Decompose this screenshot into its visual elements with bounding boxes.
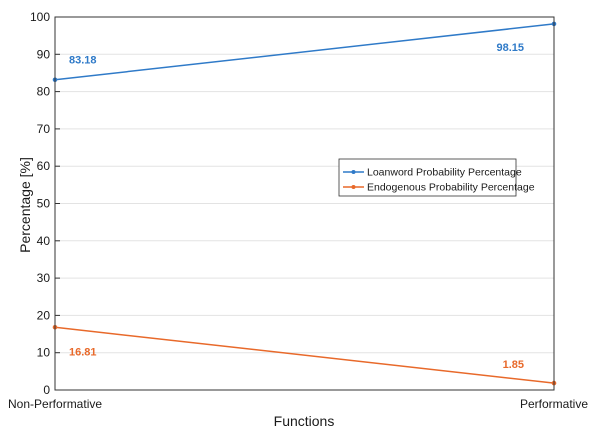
y-tick-label: 70 — [37, 122, 51, 136]
y-tick-label: 60 — [37, 159, 51, 173]
data-label: 83.18 — [69, 55, 97, 67]
legend-label: Endogenous Probability Percentage — [367, 182, 535, 194]
data-label: 1.85 — [503, 359, 524, 371]
y-tick-label: 30 — [37, 271, 51, 285]
y-tick-label: 20 — [37, 308, 51, 322]
data-label: 98.15 — [496, 42, 524, 54]
series-line-1 — [54, 326, 555, 384]
y-tick-label: 80 — [37, 85, 51, 99]
plot-frame — [54, 16, 555, 391]
data-labels: 83.18 98.15 16.81 1.85 — [69, 42, 524, 371]
y-tick-label: 100 — [30, 10, 50, 24]
x-tick-label: Non-Performative — [8, 397, 102, 411]
y-tick-label: 0 — [43, 383, 50, 397]
y-tick-label: 10 — [37, 346, 51, 360]
legend-marker-0 — [351, 170, 356, 174]
y-tick-label: 90 — [37, 47, 51, 61]
x-axis-ticks: Non-Performative Performative — [8, 385, 588, 411]
x-tick-label: Performative — [520, 397, 588, 411]
y-tick-label: 40 — [37, 234, 51, 248]
x-axis-title: Functions — [274, 413, 335, 429]
series-lines — [52, 21, 557, 386]
y-axis-title: Percentage [%] — [17, 157, 33, 253]
y-axis-ticks: 0 10 20 30 40 50 60 70 80 90 100 — [30, 10, 60, 397]
data-label: 16.81 — [69, 346, 97, 358]
legend: Loanword Probability Percentage Endogenou… — [338, 158, 535, 197]
y-tick-label: 50 — [37, 197, 51, 211]
legend-box — [338, 158, 517, 197]
legend-label: Loanword Probability Percentage — [367, 167, 522, 179]
series-line-0 — [54, 23, 555, 81]
legend-marker-1 — [351, 185, 356, 189]
